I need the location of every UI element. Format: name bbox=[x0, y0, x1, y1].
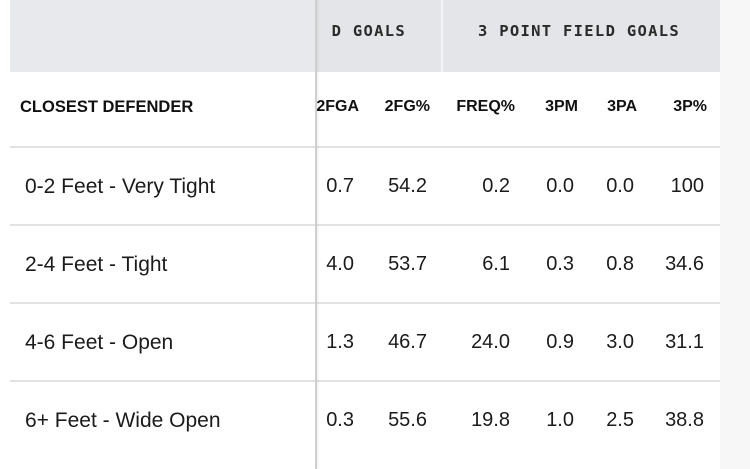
scroll-edge-shade bbox=[720, 0, 750, 469]
group-header-two-point-label: D GOALS bbox=[331, 22, 406, 40]
cell-freq-pct: 6.1 bbox=[482, 253, 510, 275]
cell-2fga: 4.0 bbox=[326, 253, 354, 275]
column-header-closest-defender[interactable]: CLOSEST DEFENDER bbox=[20, 98, 194, 116]
cell-3pa: 0.0 bbox=[606, 175, 634, 197]
row-divider bbox=[10, 302, 720, 304]
column-header-2fga[interactable]: 2FGA bbox=[317, 98, 367, 122]
group-header-two-point: D GOALS bbox=[316, 0, 438, 72]
cell-3pa: 3.0 bbox=[606, 331, 634, 353]
column-header-freq-pct[interactable]: FREQ% bbox=[456, 98, 515, 115]
cell-2fg-pct: 55.6 bbox=[388, 409, 427, 431]
cell-3p-pct: 100 bbox=[670, 175, 704, 197]
column-header-row: CLOSEST DEFENDER 2FGA 2FG% FREQ% 3PM 3PA… bbox=[0, 72, 720, 146]
cell-2fg-pct: 46.7 bbox=[388, 331, 427, 353]
cell-2fga: 0.7 bbox=[326, 175, 354, 197]
cell-freq-pct: 0.2 bbox=[482, 175, 510, 197]
cell-3pm: 0.9 bbox=[546, 331, 574, 353]
cell-3pm: 1.0 bbox=[546, 409, 574, 431]
cell-freq-pct: 24.0 bbox=[471, 331, 510, 353]
row-defender-label: 2-4 Feet - Tight bbox=[25, 253, 168, 276]
cell-2fga: 0.3 bbox=[326, 409, 354, 431]
frozen-column-divider bbox=[315, 0, 317, 469]
column-header-2fga-label: 2FGA bbox=[317, 98, 359, 115]
group-header-band bbox=[10, 0, 720, 72]
table-row: 6+ Feet - Wide Open 0.3 55.6 19.8 1.0 2.… bbox=[0, 382, 720, 460]
cell-3p-pct: 31.1 bbox=[665, 331, 704, 353]
cell-3p-pct: 38.8 bbox=[665, 409, 704, 431]
cell-2fg-pct: 53.7 bbox=[388, 253, 427, 275]
row-divider bbox=[10, 380, 720, 382]
cell-freq-pct: 19.8 bbox=[471, 409, 510, 431]
row-divider bbox=[10, 146, 720, 148]
row-divider bbox=[10, 224, 720, 226]
group-header-three-point: 3 POINT FIELD GOALS bbox=[477, 22, 680, 40]
table-row: 4-6 Feet - Open 1.3 46.7 24.0 0.9 3.0 31… bbox=[0, 304, 720, 382]
table-row: 0-2 Feet - Very Tight 0.7 54.2 0.2 0.0 0… bbox=[0, 148, 720, 226]
group-header-separator bbox=[441, 0, 443, 72]
table-row: 2-4 Feet - Tight 4.0 53.7 6.1 0.3 0.8 34… bbox=[0, 226, 720, 304]
cell-3pm: 0.3 bbox=[546, 253, 574, 275]
cell-3pm: 0.0 bbox=[546, 175, 574, 197]
column-header-2fg-pct[interactable]: 2FG% bbox=[384, 98, 430, 115]
column-header-3p-pct[interactable]: 3P% bbox=[673, 98, 707, 115]
cell-2fg-pct: 54.2 bbox=[388, 175, 427, 197]
cell-3pa: 2.5 bbox=[606, 409, 634, 431]
row-defender-label: 4-6 Feet - Open bbox=[25, 331, 174, 354]
row-defender-label: 6+ Feet - Wide Open bbox=[25, 409, 221, 432]
column-header-3pm[interactable]: 3PM bbox=[545, 98, 578, 115]
row-defender-label: 0-2 Feet - Very Tight bbox=[25, 175, 216, 198]
cell-2fga: 1.3 bbox=[326, 331, 354, 353]
column-header-3pa[interactable]: 3PA bbox=[607, 98, 637, 115]
group-header-blank bbox=[10, 0, 316, 72]
cell-3p-pct: 34.6 bbox=[665, 253, 704, 275]
cell-3pa: 0.8 bbox=[606, 253, 634, 275]
